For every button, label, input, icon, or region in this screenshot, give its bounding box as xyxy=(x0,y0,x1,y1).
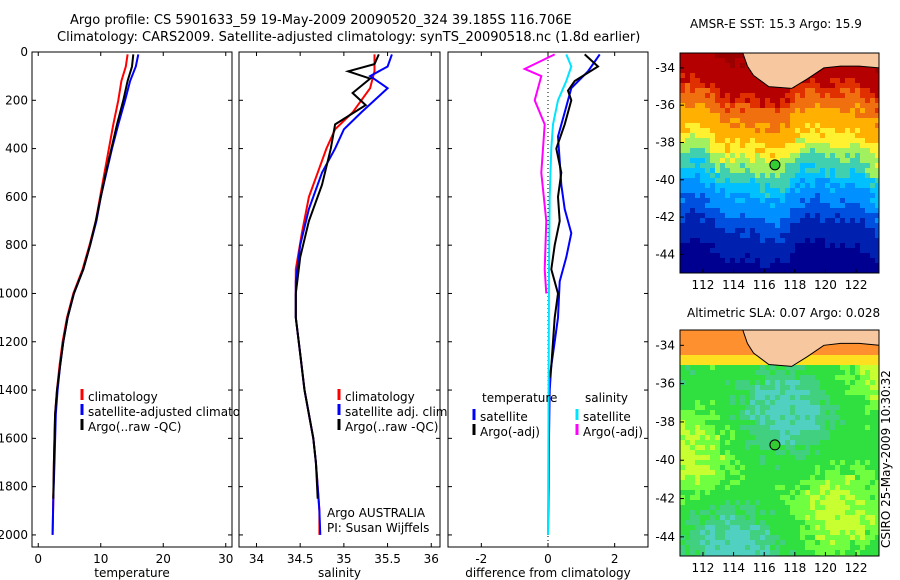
sst-map: 112 114 116 118 120 122 -34 -36 -38 -40 -42 -44 xyxy=(655,52,880,292)
y-tick-label: 1200 xyxy=(0,335,28,349)
legend-label: satellite adj. clim. xyxy=(345,405,451,419)
sla-field xyxy=(680,330,879,556)
x-tick-label: -2 xyxy=(475,552,487,566)
x-tick-label: 20 xyxy=(156,552,171,566)
map-y-tick-label: -40 xyxy=(655,453,675,467)
float-position-marker xyxy=(769,159,781,171)
map-x-tick-label: 118 xyxy=(783,278,806,292)
plot-frame xyxy=(238,51,441,548)
float-position-marker xyxy=(769,439,781,451)
map-x-tick-label: 112 xyxy=(692,561,715,575)
legend-label: Argo(..raw -QC) xyxy=(345,420,438,434)
plot-frame xyxy=(31,51,233,548)
x-tick-label: 30 xyxy=(218,552,233,566)
y-tick-label: 1000 xyxy=(0,286,28,300)
credit-line1: Argo AUSTRALIA xyxy=(327,506,426,520)
series-salinity-argo-adj xyxy=(522,53,556,294)
x-tick-label: 0 xyxy=(34,552,42,566)
sst-map-title: AMSR-E SST: 15.3 Argo: 15.9 xyxy=(690,17,862,31)
figure-title-line2: Climatology: CARS2009. Satellite-adjuste… xyxy=(57,30,641,45)
series-salinity-satellite xyxy=(547,54,573,535)
map-y-tick-label: -34 xyxy=(655,338,675,352)
x-axis-label: salinity xyxy=(318,566,361,580)
map-y-tick-label: -36 xyxy=(655,98,675,112)
series-argo-raw-qc xyxy=(294,53,380,499)
legend-label: Argo(..raw -QC) xyxy=(88,420,181,434)
map-x-tick-label: 118 xyxy=(783,561,806,575)
x-tick-label: 10 xyxy=(93,552,108,566)
map-y-tick-label: -40 xyxy=(655,173,675,187)
map-y-tick-label: -42 xyxy=(655,210,675,224)
x-tick-label: 0 xyxy=(544,552,552,566)
land-mask xyxy=(742,53,879,89)
map-x-tick-label: 114 xyxy=(722,561,745,575)
map-frame xyxy=(679,52,880,274)
x-tick-label: 35 xyxy=(336,552,351,566)
sla-map: 112 114 116 118 120 122 -34 -36 -38 -40 -42 -44 xyxy=(655,329,880,575)
map-y-tick-label: -38 xyxy=(655,415,675,429)
land-mask xyxy=(742,330,879,367)
map-y-tick-label: -36 xyxy=(655,377,675,391)
x-axis-label: temperature xyxy=(94,566,169,580)
y-tick-label: 200 xyxy=(5,93,28,107)
legend-label: climatology xyxy=(88,390,158,404)
legend-label: satellite xyxy=(583,410,631,424)
legend-label: satellite-adjusted climatology xyxy=(88,405,266,419)
legend-heading: temperature xyxy=(482,391,557,405)
map-y-tick-label: -38 xyxy=(655,135,675,149)
y-tick-label: 1400 xyxy=(0,383,28,397)
y-tick-label: 2000 xyxy=(0,528,28,542)
map-y-tick-label: -42 xyxy=(655,492,675,506)
map-y-tick-label: -34 xyxy=(655,61,675,75)
map-x-tick-label: 122 xyxy=(845,278,868,292)
sla-map-title: Altimetric SLA: 0.07 Argo: 0.028 xyxy=(687,306,881,320)
x-tick-label: 2 xyxy=(611,552,619,566)
series-group xyxy=(51,54,140,535)
map-x-tick-label: 116 xyxy=(753,561,776,575)
map-x-tick-label: 120 xyxy=(814,278,837,292)
map-y-tick-label: -44 xyxy=(655,530,675,544)
map-x-tick-label: 114 xyxy=(722,278,745,292)
y-tick-label: 0 xyxy=(20,45,28,59)
map-frame xyxy=(679,329,880,557)
y-tick-label: 400 xyxy=(5,142,28,156)
series-group xyxy=(522,53,601,535)
y-tick-label: 600 xyxy=(5,190,28,204)
map-x-tick-label: 120 xyxy=(814,561,837,575)
legend-label: climatology xyxy=(345,390,415,404)
series-group xyxy=(294,53,393,535)
credit-line2: PI: Susan Wijffels xyxy=(327,521,429,535)
panel-salinity: 34 34.5 35 35.5 36 salinity climatologysatelli… xyxy=(238,51,451,580)
map-x-tick-label: 112 xyxy=(692,278,715,292)
y-tick-label: 1800 xyxy=(0,480,28,494)
x-axis-label: difference from climatology xyxy=(465,566,631,580)
x-tick-label: 34 xyxy=(249,552,264,566)
x-tick-label: 34.5 xyxy=(287,552,314,566)
series-temperature-satellite xyxy=(547,53,601,535)
panel-temperature: 0 200 400 600 800 1000 1200 1400 1600 1800 2000 0 10… xyxy=(0,45,266,580)
sst-field xyxy=(680,53,879,273)
map-x-tick-label: 116 xyxy=(753,278,776,292)
map-x-tick-label: 122 xyxy=(845,561,868,575)
series-argo-raw-qc xyxy=(52,54,135,499)
legend-label: Argo(-adj) xyxy=(583,425,643,439)
legend-heading: salinity xyxy=(585,391,628,405)
y-tick-label: 1600 xyxy=(0,431,28,445)
x-tick-label: 36 xyxy=(424,552,439,566)
figure-title-line1: Argo profile: CS 5901633_59 19-May-2009 … xyxy=(70,13,572,28)
series-temperature-argo-adj xyxy=(548,53,600,379)
map-y-tick-label: -44 xyxy=(655,247,675,261)
legend-label: satellite xyxy=(480,410,528,424)
y-tick-label: 800 xyxy=(5,238,28,252)
x-tick-label: 35.5 xyxy=(374,552,401,566)
legend-label: Argo(-adj) xyxy=(480,425,540,439)
